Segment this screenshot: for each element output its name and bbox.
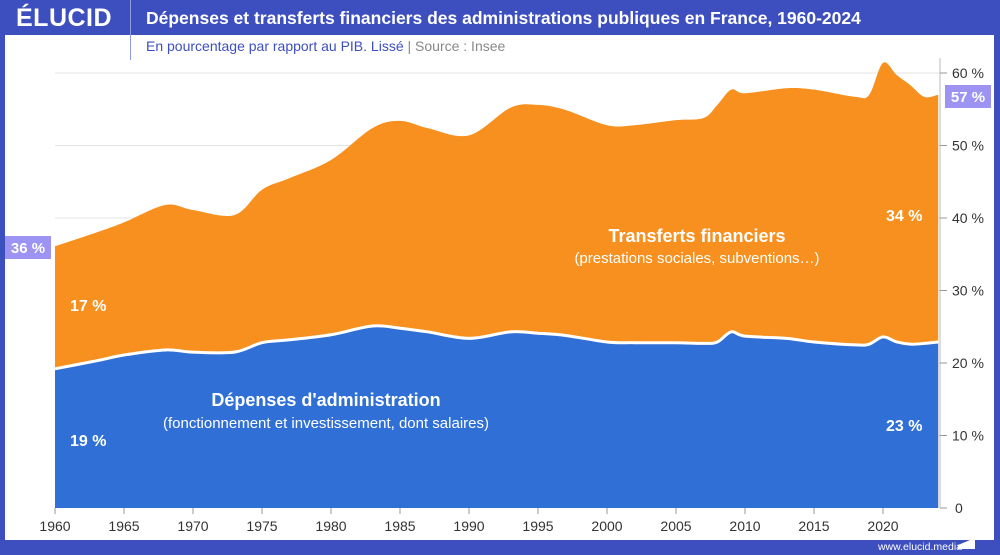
footer-url: www.elucid.media <box>877 541 962 553</box>
x-tick-label: 1990 <box>453 518 484 534</box>
x-tick-label: 1995 <box>522 518 553 534</box>
x-tick-label: 1965 <box>108 518 139 534</box>
series-sublabel-transferts: (prestations sociales, subventions…) <box>574 250 819 267</box>
series-label-depenses: Dépenses d'administration <box>211 390 440 410</box>
label-depenses-start: 19 % <box>70 433 106 450</box>
x-tick-label: 2020 <box>867 518 898 534</box>
subtitle-separator: | <box>407 38 412 54</box>
x-tick-label: 1975 <box>246 518 277 534</box>
label-transferts-end: 34 % <box>886 208 922 225</box>
y-tick-label: 20 % <box>952 355 984 371</box>
series-sublabel-depenses: (fonctionnement et investissement, dont … <box>163 415 489 432</box>
label-total-start: 36 % <box>11 240 45 257</box>
boundary-line <box>54 324 939 371</box>
badge-total-end <box>945 85 991 108</box>
x-tick-label: 2015 <box>798 518 829 534</box>
source-text: Source : Insee <box>415 38 506 54</box>
chart-subtitle: En pourcentage par rapport au PIB. Lissé… <box>146 38 505 54</box>
chart-title: Dépenses et transferts financiers des ad… <box>146 8 861 28</box>
label-total-end: 57 % <box>951 89 985 106</box>
y-tick-label: 10 % <box>952 428 984 444</box>
x-tick-label: 2010 <box>729 518 760 534</box>
label-depenses-end: 23 % <box>886 418 922 435</box>
area-depenses <box>55 325 939 508</box>
x-tick-label: 2000 <box>591 518 622 534</box>
x-tick-label: 2005 <box>660 518 691 534</box>
series-label-transferts: Transferts financiers <box>608 226 785 246</box>
x-tick-label: 1980 <box>315 518 346 534</box>
header-divider <box>130 0 131 60</box>
y-tick-label: 50 % <box>952 138 984 154</box>
label-transferts-start: 17 % <box>70 298 106 315</box>
x-tick-label: 1985 <box>384 518 415 534</box>
elucid-mark-icon <box>958 538 975 549</box>
badge-total-start <box>5 236 51 259</box>
elucid-logo: ÉLUCID <box>16 4 113 32</box>
y-tick-label: 0 <box>955 500 963 516</box>
x-tick-label: 1960 <box>39 518 70 534</box>
subtitle-text: En pourcentage par rapport au PIB. Lissé <box>146 38 404 54</box>
y-tick-label: 60 % <box>952 65 984 81</box>
y-tick-label: 40 % <box>952 210 984 226</box>
y-axis: 0 10 % 20 % 30 % 40 % 50 % 60 % <box>940 65 984 516</box>
x-tick-label: 1970 <box>177 518 208 534</box>
x-axis: 1960 1965 1970 1975 1980 1985 1990 1995 2000 2005… <box>39 508 899 534</box>
y-tick-label: 30 % <box>952 283 984 299</box>
header: ÉLUCID Dépenses et transferts financiers… <box>0 0 1000 35</box>
